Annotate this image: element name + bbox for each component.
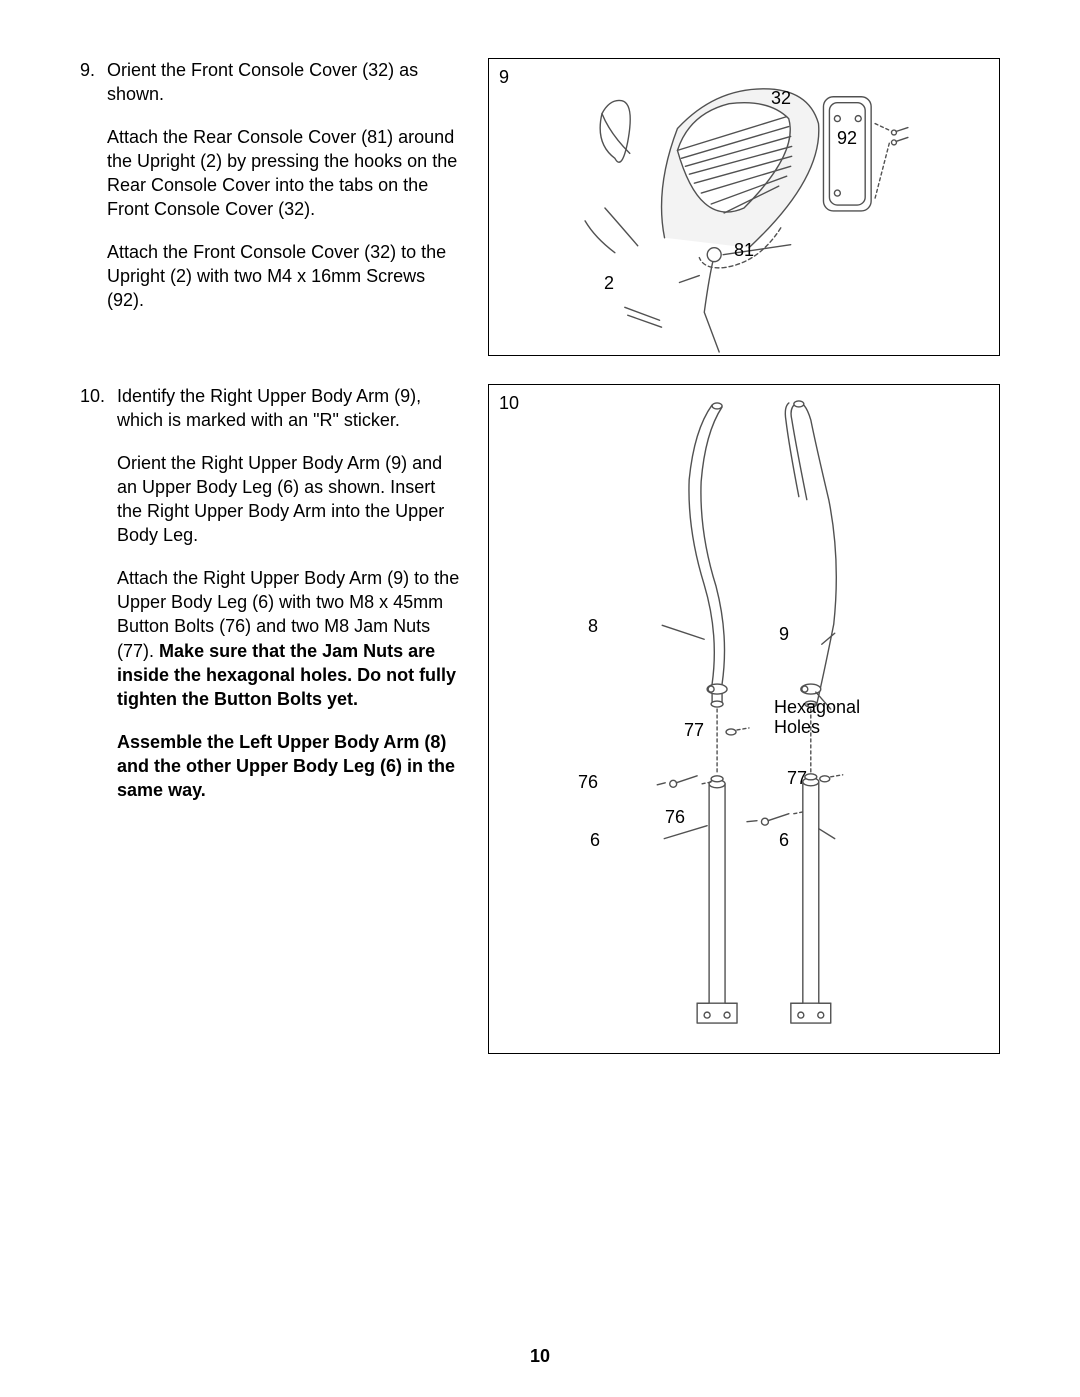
step-body: Identify the Right Upper Body Arm (9), w… — [117, 384, 460, 802]
figure-callout: 77 — [684, 721, 704, 739]
figure-callout: Hexagonal — [774, 698, 860, 716]
step-9-text: 9. Orient the Front Console Cover (32) a… — [80, 58, 460, 313]
step-body: Orient the Front Console Cover (32) as s… — [107, 58, 460, 313]
step-9-row: 9. Orient the Front Console Cover (32) a… — [80, 58, 1000, 356]
text-run: Orient the Front Console Cover (32) as s… — [107, 60, 418, 104]
figure-number: 10 — [499, 393, 519, 414]
figure-callout: 77 — [787, 769, 807, 787]
manual-page: 9. Orient the Front Console Cover (32) a… — [0, 0, 1080, 1397]
step-paragraph: Orient the Right Upper Body Arm (9) and … — [117, 451, 460, 548]
step-paragraph: Attach the Right Upper Body Arm (9) to t… — [117, 566, 460, 712]
text-run: Attach the Rear Console Cover (81) aroun… — [107, 127, 457, 220]
figure-svg — [489, 385, 999, 1053]
figure-svg — [489, 59, 999, 355]
figure-callout: 2 — [604, 274, 614, 292]
figure-9: 9 32 92 81 2 — [488, 58, 1000, 356]
figure-callout: 76 — [665, 808, 685, 826]
step-10-text: 10. Identify the Right Upper Body Arm (9… — [80, 384, 460, 802]
page-number: 10 — [0, 1346, 1080, 1367]
step-paragraph: Attach the Front Console Cover (32) to t… — [107, 240, 460, 313]
step-number: 9. — [80, 58, 95, 82]
figure-callout: Holes — [774, 718, 820, 736]
text-run: Assemble the Left Upper Body Arm (8) and… — [117, 732, 455, 801]
step-paragraph: Assemble the Left Upper Body Arm (8) and… — [117, 730, 460, 803]
step-paragraph: Identify the Right Upper Body Arm (9), w… — [117, 384, 460, 433]
figure-callout: 76 — [578, 773, 598, 791]
step-number: 10. — [80, 384, 105, 408]
step-10-row: 10. Identify the Right Upper Body Arm (9… — [80, 384, 1000, 1054]
figure-callout: 6 — [779, 831, 789, 849]
figure-callout: 81 — [734, 241, 754, 259]
figure-10: 10 8 9 Hexagonal Holes 77 76 77 76 6 6 — [488, 384, 1000, 1054]
text-run: Attach the Front Console Cover (32) to t… — [107, 242, 446, 311]
figure-callout: 6 — [590, 831, 600, 849]
figure-callout: 8 — [588, 617, 598, 635]
figure-number: 9 — [499, 67, 509, 88]
figure-callout: 32 — [771, 89, 791, 107]
figure-callout: 92 — [837, 129, 857, 147]
figure-callout: 9 — [779, 625, 789, 643]
step-paragraph: Orient the Front Console Cover (32) as s… — [107, 58, 460, 107]
text-run: Identify the Right Upper Body Arm (9), w… — [117, 386, 421, 430]
text-run: Make sure that the Jam Nuts are inside t… — [117, 641, 456, 710]
step-paragraph: Attach the Rear Console Cover (81) aroun… — [107, 125, 460, 222]
text-run: Orient the Right Upper Body Arm (9) and … — [117, 453, 444, 546]
